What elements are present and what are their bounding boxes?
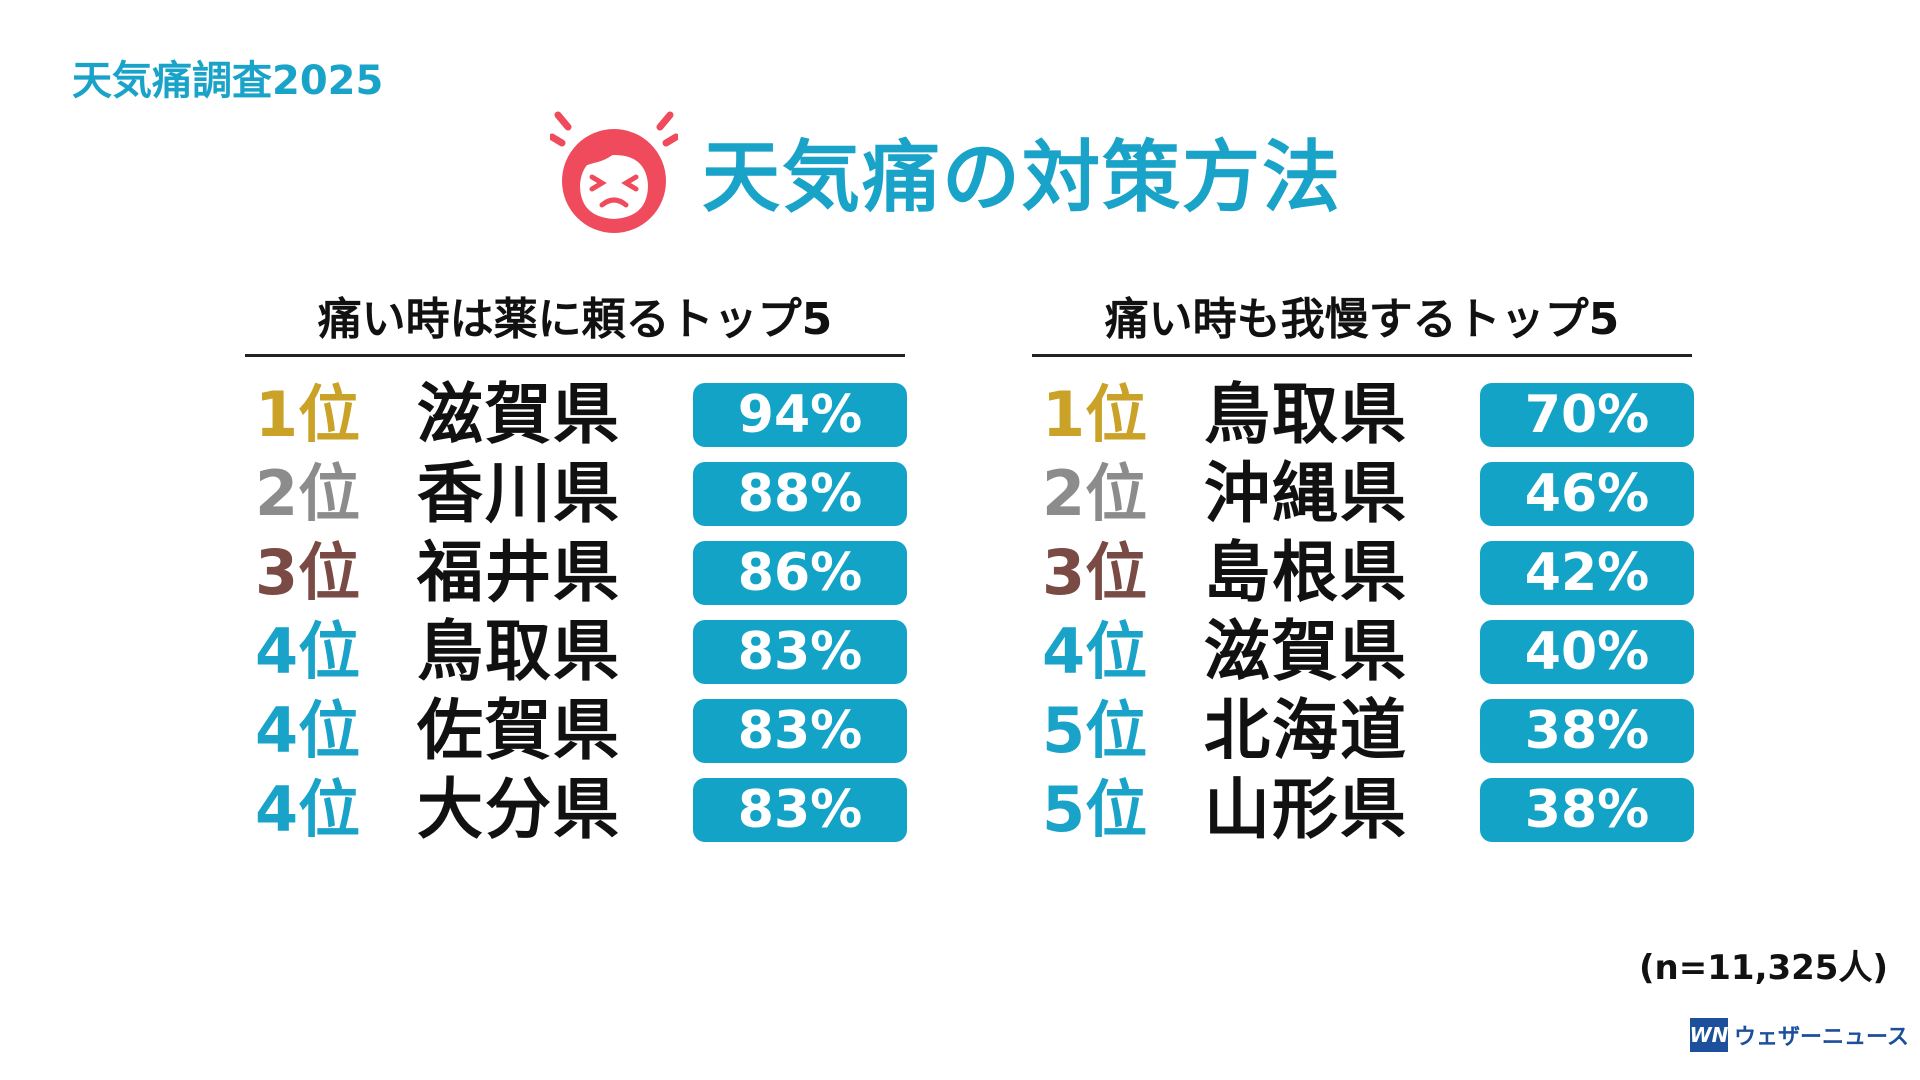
medicine-ranking-title: 痛い時は薬に頼るトップ5 xyxy=(245,290,905,357)
medicine-ranking-rows: 1位 滋賀県 94% 2位 香川県 88% 3位 福井県 86% 4位 鳥取県 83% 4位 佐賀県 83%… xyxy=(245,376,907,851)
endure-ranking-rows: 1位 鳥取県 70% 2位 沖縄県 46% 3位 島根県 42% 4位 滋賀県 40% 5位 北海道 38%… xyxy=(1032,376,1694,851)
rank-label: 4位 xyxy=(255,773,361,846)
percentage-badge: 70% xyxy=(1480,383,1694,447)
ranking-row: 2位 香川県 88% xyxy=(245,455,907,535)
percentage-badge: 42% xyxy=(1480,541,1694,605)
prefecture-label: 鳥取県 xyxy=(1204,376,1408,453)
survey-tag: 天気痛調査2025 xyxy=(72,58,384,104)
rank-label: 4位 xyxy=(1042,615,1148,688)
ranking-row: 1位 鳥取県 70% xyxy=(1032,376,1694,456)
rank-label: 2位 xyxy=(1042,457,1148,530)
prefecture-label: 沖縄県 xyxy=(1204,455,1408,532)
percentage-badge: 83% xyxy=(693,778,907,842)
percentage-badge: 94% xyxy=(693,383,907,447)
percentage-badge: 38% xyxy=(1480,699,1694,763)
prefecture-label: 香川県 xyxy=(417,455,621,532)
rank-label: 4位 xyxy=(255,694,361,767)
percentage-badge: 83% xyxy=(693,620,907,684)
ranking-row: 4位 佐賀県 83% xyxy=(245,692,907,772)
prefecture-label: 福井県 xyxy=(417,534,621,611)
percentage-badge: 40% xyxy=(1480,620,1694,684)
endure-ranking-title: 痛い時も我慢するトップ5 xyxy=(1032,290,1692,357)
ranking-row: 4位 大分県 83% xyxy=(245,771,907,851)
page-title: 天気痛の対策方法 xyxy=(702,133,1343,223)
prefecture-label: 佐賀県 xyxy=(417,692,621,769)
ranking-row: 4位 滋賀県 40% xyxy=(1032,613,1694,693)
rank-label: 1位 xyxy=(1042,378,1148,451)
brand-logo: WN ウェザーニュース xyxy=(1690,1018,1909,1052)
rank-label: 3位 xyxy=(1042,536,1148,609)
ranking-row: 5位 北海道 38% xyxy=(1032,692,1694,772)
prefecture-label: 島根県 xyxy=(1204,534,1408,611)
endure-ranking-panel: 痛い時も我慢するトップ5 1位 鳥取県 70% 2位 沖縄県 46% 3位 島根県 42% 4位滋… xyxy=(1032,290,1694,851)
rank-label: 1位 xyxy=(255,378,361,451)
ranking-row: 1位 滋賀県 94% xyxy=(245,376,907,456)
percentage-badge: 88% xyxy=(693,462,907,526)
prefecture-label: 山形県 xyxy=(1204,771,1408,848)
percentage-badge: 38% xyxy=(1480,778,1694,842)
ranking-row: 4位 鳥取県 83% xyxy=(245,613,907,693)
ranking-row: 3位 島根県 42% xyxy=(1032,534,1694,614)
percentage-badge: 83% xyxy=(693,699,907,763)
prefecture-label: 北海道 xyxy=(1204,692,1408,769)
medicine-ranking-panel: 痛い時は薬に頼るトップ5 1位 滋賀県 94% 2位 香川県 88% 3位 福井県 86% 4位鳥… xyxy=(245,290,907,851)
rank-label: 5位 xyxy=(1042,694,1148,767)
rank-label: 5位 xyxy=(1042,773,1148,846)
prefecture-label: 鳥取県 xyxy=(417,613,621,690)
ranking-row: 5位 山形県 38% xyxy=(1032,771,1694,851)
title-block: 天気痛の対策方法 xyxy=(550,105,1342,237)
prefecture-label: 滋賀県 xyxy=(1204,613,1408,690)
headache-face-icon xyxy=(550,111,678,233)
rank-label: 2位 xyxy=(255,457,361,530)
prefecture-label: 大分県 xyxy=(417,771,621,848)
percentage-badge: 46% xyxy=(1480,462,1694,526)
rank-label: 3位 xyxy=(255,536,361,609)
brand-logo-text: ウェザーニュース xyxy=(1734,1025,1909,1050)
ranking-row: 2位 沖縄県 46% xyxy=(1032,455,1694,535)
prefecture-label: 滋賀県 xyxy=(417,376,621,453)
brand-logo-mark: WN xyxy=(1690,1018,1728,1052)
percentage-badge: 86% xyxy=(693,541,907,605)
sample-size: (n=11,325人) xyxy=(1639,948,1888,988)
ranking-row: 3位 福井県 86% xyxy=(245,534,907,614)
rank-label: 4位 xyxy=(255,615,361,688)
